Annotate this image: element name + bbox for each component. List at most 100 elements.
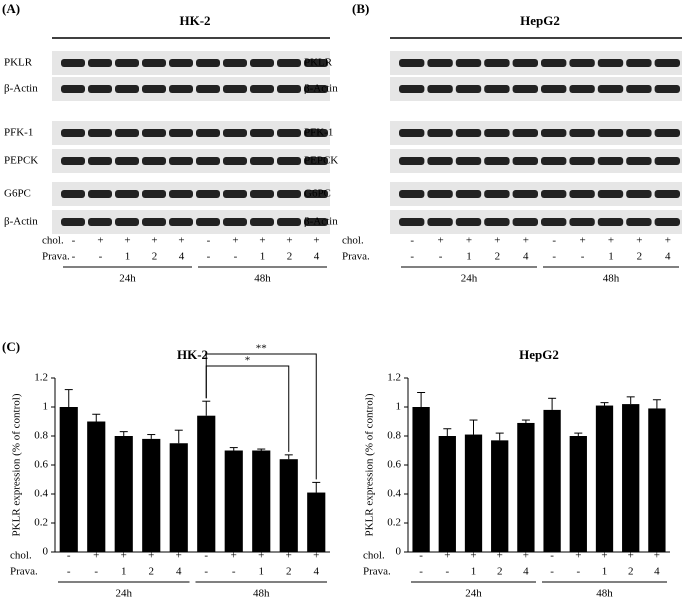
band xyxy=(455,129,482,137)
chol-value: - xyxy=(67,550,71,562)
chol-value: + xyxy=(259,235,265,247)
panel-label: (A) xyxy=(2,1,20,16)
band xyxy=(304,129,328,137)
band xyxy=(277,218,301,226)
prava-value: - xyxy=(72,251,76,263)
band xyxy=(512,129,538,137)
band xyxy=(626,129,652,137)
bar xyxy=(543,409,561,552)
band xyxy=(304,157,328,165)
band xyxy=(169,157,193,165)
prava-value: - xyxy=(419,566,423,578)
bar xyxy=(307,492,326,552)
band xyxy=(196,218,220,226)
band xyxy=(597,157,624,165)
band xyxy=(277,59,301,67)
band xyxy=(597,129,624,137)
bar xyxy=(517,422,535,552)
prava-value: - xyxy=(410,251,414,263)
blot-title: HepG2 xyxy=(520,13,560,28)
y-tick-label: 0.8 xyxy=(34,430,48,442)
band xyxy=(427,190,453,198)
prava-value: 4 xyxy=(523,566,529,578)
band xyxy=(541,59,567,67)
band xyxy=(597,190,624,198)
band xyxy=(88,59,112,67)
prava-value: - xyxy=(234,251,238,263)
band xyxy=(223,59,247,67)
band xyxy=(484,129,510,137)
chol-value: + xyxy=(286,550,292,562)
band xyxy=(88,129,112,137)
band xyxy=(142,129,166,137)
chol-value: + xyxy=(665,235,671,247)
condition-label: Prava. xyxy=(342,251,370,263)
band xyxy=(277,129,301,137)
condition-label: Prava. xyxy=(42,251,70,263)
band xyxy=(455,59,482,67)
chol-value: - xyxy=(204,550,208,562)
band xyxy=(654,85,680,93)
chol-value: + xyxy=(654,550,660,562)
bar xyxy=(491,440,509,552)
band xyxy=(569,129,595,137)
band xyxy=(196,129,220,137)
blot-row-label: PFK-1 xyxy=(304,127,333,139)
bar xyxy=(622,404,640,552)
band xyxy=(250,157,274,165)
band xyxy=(597,85,624,93)
band xyxy=(223,218,247,226)
band xyxy=(142,59,166,67)
blot-row-label: G6PC xyxy=(304,188,331,200)
chol-value: - xyxy=(419,550,423,562)
band xyxy=(61,190,85,198)
band xyxy=(399,190,425,198)
blot-row-label: PEPCK xyxy=(4,155,38,167)
prava-value: 1 xyxy=(602,566,608,578)
band xyxy=(626,157,652,165)
band xyxy=(626,190,652,198)
band xyxy=(541,190,567,198)
bar xyxy=(252,450,271,552)
bar xyxy=(197,415,216,552)
prava-value: 4 xyxy=(654,566,660,578)
band xyxy=(626,59,652,67)
y-tick-label: 0.4 xyxy=(387,488,401,500)
blot-row-label: PKLR xyxy=(304,57,333,69)
chol-value: + xyxy=(178,235,184,247)
prava-value: 1 xyxy=(260,251,266,263)
chol-value: + xyxy=(97,235,103,247)
bar xyxy=(648,408,666,552)
bar xyxy=(569,436,587,552)
prava-value: 1 xyxy=(466,251,472,263)
band xyxy=(399,85,425,93)
prava-value: - xyxy=(445,566,449,578)
chol-value: + xyxy=(497,550,503,562)
group-label: 24h xyxy=(461,273,478,285)
chol-value: + xyxy=(313,235,319,247)
band xyxy=(399,157,425,165)
condition-label: chol. xyxy=(42,235,64,247)
group-label: 48h xyxy=(253,588,270,598)
chol-value: + xyxy=(313,550,319,562)
bar xyxy=(169,443,188,552)
band xyxy=(223,85,247,93)
band xyxy=(277,190,301,198)
prava-value: 2 xyxy=(495,251,501,263)
band xyxy=(512,218,538,226)
band xyxy=(484,157,510,165)
chol-value: + xyxy=(466,235,472,247)
band xyxy=(115,85,139,93)
chol-value: - xyxy=(207,235,211,247)
band xyxy=(399,129,425,137)
chol-value: - xyxy=(410,235,414,247)
band xyxy=(61,59,85,67)
significance-bracket xyxy=(205,365,290,452)
group-label: 24h xyxy=(465,588,482,598)
band xyxy=(223,157,247,165)
band xyxy=(427,157,453,165)
blot-row-label: β-Actin xyxy=(304,216,338,228)
chol-value: + xyxy=(601,550,607,562)
prava-value: - xyxy=(552,251,556,263)
band xyxy=(597,218,624,226)
